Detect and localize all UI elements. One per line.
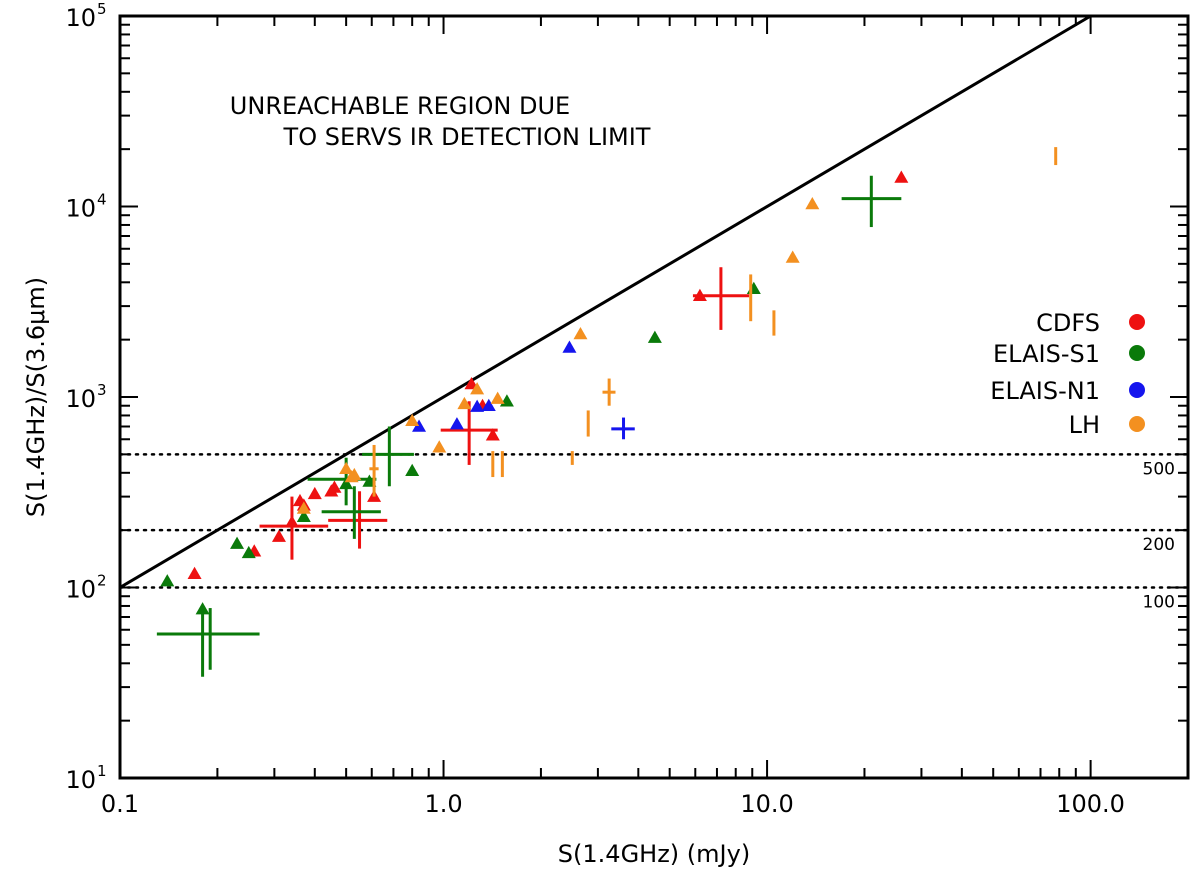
y-axis-title: S(1.4GHz)/S(3.6μm)	[22, 277, 50, 517]
triangle-marker	[647, 330, 662, 343]
triangle-marker	[481, 398, 496, 411]
triangle-marker	[449, 417, 464, 430]
detection-limit-line	[119, 14, 1092, 589]
data-points	[156, 147, 1058, 677]
y-tick-exponent: 2	[97, 572, 107, 590]
triangle-marker	[160, 574, 175, 587]
legend-label: CDFS	[1036, 309, 1100, 337]
y-tick-label: 10	[65, 576, 96, 604]
triangle-marker	[271, 529, 286, 542]
y-tick-label: 10	[65, 385, 96, 413]
triangle-marker	[692, 288, 707, 302]
legend-dot	[1129, 345, 1145, 361]
triangle-marker	[485, 428, 500, 441]
legend-dot	[1129, 382, 1145, 398]
annotation-line-2: TO SERVS IR DETECTION LIMIT	[283, 123, 651, 151]
y-tick-exponent: 3	[97, 381, 107, 399]
triangle-marker	[562, 340, 577, 353]
triangle-marker	[284, 515, 299, 528]
triangle-marker	[412, 419, 427, 432]
x-tick-label: 0.1	[101, 790, 139, 818]
y-tick-exponent: 4	[97, 191, 107, 209]
triangle-marker	[347, 467, 362, 481]
triangle-marker	[894, 170, 909, 183]
triangle-marker	[339, 461, 354, 475]
y-tick-exponent: 5	[97, 0, 107, 18]
legend-dot	[1129, 314, 1145, 330]
triangle-marker	[187, 566, 202, 580]
triangle-marker	[296, 509, 311, 523]
x-axis-title: S(1.4GHz) (mJy)	[558, 840, 750, 868]
triangle-marker	[405, 463, 420, 477]
triangle-marker	[490, 391, 505, 404]
x-tick-label: 100.0	[1056, 790, 1125, 818]
y-tick-exponent: 1	[97, 762, 107, 780]
triangle-marker	[470, 399, 485, 412]
legend-label: ELAIS-S1	[993, 340, 1100, 368]
triangle-marker	[785, 250, 800, 263]
triangle-marker	[805, 197, 820, 210]
y-tick-label: 10	[65, 195, 96, 223]
legend-label: ELAIS-N1	[990, 377, 1100, 405]
triangle-marker	[339, 476, 354, 490]
x-tick-label: 10.0	[740, 790, 793, 818]
x-tick-label: 1.0	[424, 790, 462, 818]
triangle-marker	[296, 501, 311, 514]
triangle-marker	[746, 281, 761, 295]
annotation-line-1: UNREACHABLE REGION DUE	[230, 92, 570, 120]
triangle-marker	[327, 480, 342, 493]
y-tick-label: 10	[65, 766, 96, 794]
triangle-marker	[307, 486, 322, 500]
legend: CDFS ELAIS-S1 ELAIS-N1 LH	[990, 309, 1145, 439]
triangle-marker	[195, 602, 210, 615]
triangle-marker	[432, 440, 447, 453]
triangle-marker	[405, 413, 420, 427]
legend-dot	[1129, 416, 1145, 432]
triangle-marker	[241, 545, 256, 559]
triangle-marker	[230, 536, 245, 549]
triangle-marker	[470, 382, 485, 395]
y-tick-label: 10	[65, 4, 96, 32]
legend-label: LH	[1069, 411, 1100, 439]
reference-line-label: 200	[1143, 535, 1175, 555]
reference-lines: 500 200 100	[118, 453, 1190, 613]
triangle-marker	[573, 327, 588, 340]
triangle-marker	[457, 396, 472, 410]
reference-line-label: 500	[1143, 459, 1175, 479]
reference-line-label: 100	[1143, 593, 1175, 613]
